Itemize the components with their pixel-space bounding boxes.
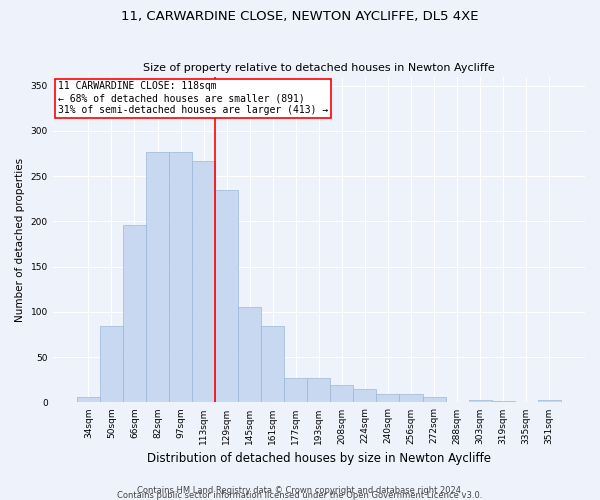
X-axis label: Distribution of detached houses by size in Newton Aycliffe: Distribution of detached houses by size …: [147, 452, 491, 465]
Bar: [400, 394, 422, 402]
Bar: [238, 308, 261, 402]
Bar: [491, 400, 515, 402]
Text: 11 CARWARDINE CLOSE: 118sqm
← 68% of detached houses are smaller (891)
31% of se: 11 CARWARDINE CLOSE: 118sqm ← 68% of det…: [58, 82, 328, 114]
Bar: [77, 397, 100, 402]
Bar: [469, 400, 491, 402]
Bar: [100, 326, 123, 402]
Bar: [123, 225, 146, 402]
Bar: [422, 397, 446, 402]
Bar: [538, 400, 561, 402]
Bar: [307, 378, 331, 402]
Bar: [376, 394, 400, 402]
Text: Contains HM Land Registry data © Crown copyright and database right 2024.: Contains HM Land Registry data © Crown c…: [137, 486, 463, 495]
Bar: [215, 190, 238, 402]
Y-axis label: Number of detached properties: Number of detached properties: [15, 158, 25, 322]
Text: Contains public sector information licensed under the Open Government Licence v3: Contains public sector information licen…: [118, 491, 482, 500]
Bar: [331, 385, 353, 402]
Bar: [261, 326, 284, 402]
Bar: [192, 160, 215, 402]
Text: 11, CARWARDINE CLOSE, NEWTON AYCLIFFE, DL5 4XE: 11, CARWARDINE CLOSE, NEWTON AYCLIFFE, D…: [121, 10, 479, 23]
Bar: [146, 152, 169, 402]
Bar: [353, 389, 376, 402]
Bar: [284, 378, 307, 402]
Bar: [169, 152, 192, 402]
Title: Size of property relative to detached houses in Newton Aycliffe: Size of property relative to detached ho…: [143, 63, 495, 73]
